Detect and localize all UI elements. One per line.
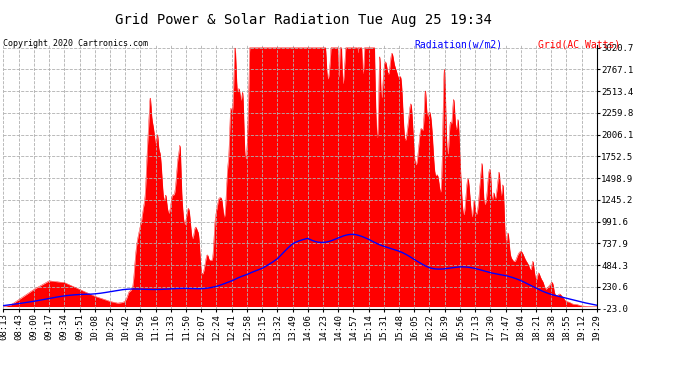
Text: Copyright 2020 Cartronics.com: Copyright 2020 Cartronics.com <box>3 39 148 48</box>
Text: Grid(AC Watts): Grid(AC Watts) <box>538 39 620 50</box>
Text: Radiation(w/m2): Radiation(w/m2) <box>414 39 502 50</box>
Text: Grid Power & Solar Radiation Tue Aug 25 19:34: Grid Power & Solar Radiation Tue Aug 25 … <box>115 13 492 27</box>
